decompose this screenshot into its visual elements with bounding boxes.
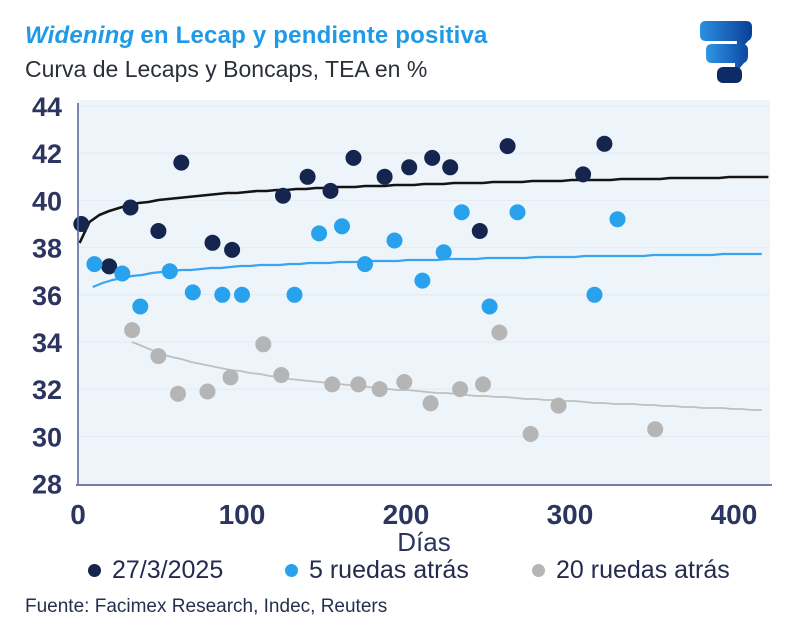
y-tick-label: 34 xyxy=(32,328,62,358)
chart-title: Widening en Lecap y pendiente positiva xyxy=(25,22,488,50)
dot-series-2 xyxy=(222,369,239,386)
facimex-logo xyxy=(700,21,752,83)
dot-series-2 xyxy=(422,395,439,412)
y-tick-label: 30 xyxy=(32,422,62,452)
dot-series-0 xyxy=(376,168,393,185)
dot-series-1 xyxy=(386,232,403,249)
dot-series-0 xyxy=(150,223,167,239)
chart-subtitle: Curva de Lecaps y Boncaps, TEA en % xyxy=(25,56,428,82)
source-note: Fuente: Facimex Research, Indec, Reuters xyxy=(25,596,388,617)
dot-series-0 xyxy=(345,149,362,166)
dot-series-0 xyxy=(299,168,316,185)
legend-marker-icon xyxy=(285,563,298,577)
dot-series-1 xyxy=(161,263,178,280)
dot-series-2 xyxy=(199,383,216,400)
dot-series-2 xyxy=(371,381,388,398)
dot-series-2 xyxy=(350,376,367,393)
dot-series-1 xyxy=(286,286,303,303)
y-tick-label: 42 xyxy=(32,139,62,169)
y-tick-label: 32 xyxy=(32,375,62,405)
logo-bars xyxy=(700,21,752,83)
dot-series-1 xyxy=(435,244,452,261)
y-tick-label: 28 xyxy=(32,470,62,500)
dot-series-1 xyxy=(481,298,498,315)
dot-series-2 xyxy=(150,348,167,365)
y-tick-label: 38 xyxy=(32,234,62,264)
dot-series-2 xyxy=(396,374,413,390)
dot-series-2 xyxy=(324,376,341,393)
legend-item-1: 5 ruedas atrás xyxy=(285,554,469,586)
trendline-series-0 xyxy=(78,175,769,244)
y-tick-label: 36 xyxy=(32,281,62,311)
dot-series-2 xyxy=(491,324,508,341)
dot-series-1 xyxy=(334,218,350,235)
dot-series-0 xyxy=(471,223,488,239)
chart-legend: 27/3/2025 5 ruedas atrás 20 ruedas atrás xyxy=(0,554,800,586)
legend-item-2: 20 ruedas atrás xyxy=(532,554,730,586)
dot-series-1 xyxy=(184,284,201,301)
dot-series-0 xyxy=(424,149,441,166)
legend-marker-icon xyxy=(88,563,101,577)
dot-series-0 xyxy=(575,166,592,183)
dot-series-2 xyxy=(522,426,539,442)
legend-label: 20 ruedas atrás xyxy=(556,555,730,584)
x-axis-label: Días xyxy=(397,527,450,557)
dot-series-0 xyxy=(224,241,241,258)
dot-series-1 xyxy=(214,286,231,303)
dot-series-2 xyxy=(255,336,272,353)
trendline-series-1 xyxy=(92,252,762,289)
dot-series-0 xyxy=(442,159,459,176)
dot-series-2 xyxy=(550,397,567,414)
dot-series-1 xyxy=(132,298,149,315)
legend-item-0: 27/3/2025 xyxy=(88,554,223,586)
dot-series-1 xyxy=(586,286,603,303)
dot-series-1 xyxy=(357,256,373,273)
dot-series-1 xyxy=(114,265,131,282)
dot-series-2 xyxy=(273,367,290,383)
dot-series-2 xyxy=(647,421,664,438)
dot-series-0 xyxy=(499,138,516,155)
legend-label: 27/3/2025 xyxy=(112,555,224,584)
y-tick-label: 40 xyxy=(32,186,62,216)
y-tick-label: 44 xyxy=(32,92,62,122)
dot-series-0 xyxy=(322,182,339,199)
title-italic-part: Widening xyxy=(25,22,135,49)
dot-series-0 xyxy=(275,187,291,204)
x-tick-label: 300 xyxy=(547,499,594,530)
dot-series-1 xyxy=(86,256,103,273)
dot-series-2 xyxy=(124,322,141,339)
dot-series-2 xyxy=(170,385,186,402)
x-tick-label: 100 xyxy=(219,499,266,530)
legend-label: 5 ruedas atrás xyxy=(309,555,469,584)
title-rest: en Lecap y pendiente positiva xyxy=(140,22,488,49)
dot-series-2 xyxy=(452,381,469,398)
dot-series-1 xyxy=(609,211,626,228)
dot-series-0 xyxy=(73,216,90,232)
dot-series-1 xyxy=(311,225,328,242)
dot-series-1 xyxy=(509,204,526,221)
dot-series-1 xyxy=(414,272,431,289)
dot-series-2 xyxy=(475,376,491,393)
dot-series-1 xyxy=(234,286,250,303)
x-tick-label: 0 xyxy=(70,499,86,530)
dot-series-1 xyxy=(453,204,470,221)
x-tick-label: 200 xyxy=(383,499,430,530)
trendline-series-2 xyxy=(131,341,762,411)
dot-series-0 xyxy=(596,135,613,152)
dot-series-0 xyxy=(122,199,139,216)
dot-series-0 xyxy=(101,258,118,275)
dot-series-0 xyxy=(401,159,418,176)
dot-series-0 xyxy=(173,154,190,171)
dot-series-0 xyxy=(204,234,221,251)
legend-marker-icon xyxy=(532,563,545,577)
x-tick-label: 400 xyxy=(711,499,758,530)
